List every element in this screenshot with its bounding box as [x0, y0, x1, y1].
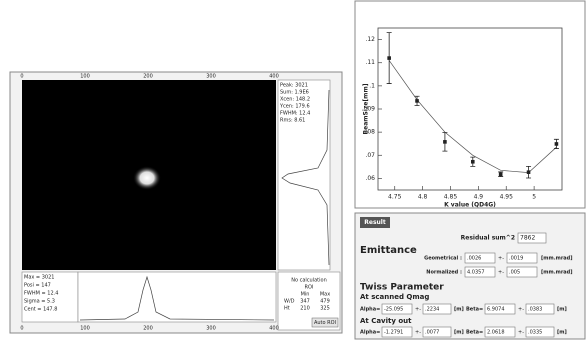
ruler-label: 400: [269, 326, 279, 332]
bottom-info: Max = 3021: [24, 275, 54, 281]
ruler-label: 300: [206, 326, 216, 332]
plus-minus: +-: [518, 307, 524, 313]
data-point: [387, 56, 391, 60]
x-axis-label: K value (QD4G): [444, 202, 496, 209]
roi-header: Min: [301, 292, 310, 298]
roi-cell: 347: [300, 299, 310, 305]
x-tick-label: 4.85: [444, 194, 458, 201]
chart-panel: [355, 1, 585, 208]
alpha-label: Alpha=: [360, 307, 380, 313]
roi-header: Max: [320, 292, 330, 298]
roi-cell: 325: [320, 306, 330, 312]
alpha-label: Alpha=: [360, 330, 380, 336]
y-axis-label: BeamSize[mm]: [363, 83, 370, 134]
ruler-label: 100: [80, 74, 90, 80]
unit: [m]: [557, 307, 567, 313]
plus-minus: +-: [518, 330, 524, 336]
ruler-label: 200: [143, 74, 153, 80]
unit: [mm.mrad]: [541, 270, 573, 276]
beta-error: .0335: [528, 330, 542, 336]
roi-cell: 479: [320, 299, 330, 305]
emittance-error: .005: [509, 270, 520, 276]
side-info: Ycen: 179.6: [279, 104, 310, 110]
y-tick-label: .07: [365, 152, 375, 159]
roi-cell: 210: [300, 306, 310, 312]
y-tick-label: .06: [365, 175, 375, 182]
y-tick-label: .11: [365, 59, 375, 66]
roi-title: ROI: [305, 285, 314, 291]
x-tick-label: 4.8: [418, 194, 428, 201]
x-tick-label: 4.9: [474, 194, 484, 201]
horizontal-profile: [78, 272, 276, 322]
alpha-error: .0077: [425, 330, 439, 336]
data-point: [499, 172, 503, 176]
beta-value: 2.0618: [487, 330, 505, 336]
ruler-label: 100: [80, 326, 90, 332]
side-info: FWHM: 12.4: [280, 111, 310, 117]
roi-cell: Ht: [284, 306, 290, 312]
alpha-error: .2234: [425, 307, 439, 313]
unit: [mm.mrad]: [541, 256, 573, 262]
residual-label: Residual sum^2: [461, 235, 515, 242]
plus-minus: +-: [498, 256, 504, 262]
result-tab-label[interactable]: Result: [364, 219, 386, 226]
beam-spot: [133, 166, 161, 190]
bottom-info: Posi = 147: [24, 283, 51, 289]
beta-error: .0383: [528, 307, 542, 313]
emittance-value: .0026: [467, 256, 481, 262]
scanned-title: At scanned Qmag: [360, 293, 429, 301]
alpha-value: -25.095: [384, 307, 403, 313]
data-point: [527, 170, 531, 174]
cavity-title: At Cavity out: [360, 317, 412, 325]
y-tick-label: .12: [365, 36, 375, 43]
unit: [m]: [557, 330, 567, 336]
page: 01002003004000100200300400Peak: 3021Sum:…: [0, 0, 587, 340]
emittance-value: 4.0357: [467, 270, 485, 276]
side-info: Peak: 3021: [280, 83, 308, 89]
auto-roi-label[interactable]: Auto ROI: [314, 320, 336, 326]
bottom-info: Sigma = 5.3: [24, 299, 55, 305]
x-tick-label: 4.75: [388, 194, 402, 201]
ruler-label: 0: [20, 326, 23, 332]
ruler-label: 200: [143, 326, 153, 332]
ruler-label: 300: [206, 74, 216, 80]
plus-minus: +-: [498, 270, 504, 276]
twiss-title: Twiss Parameter: [360, 283, 444, 293]
side-info: Rms: 8.61: [280, 118, 305, 124]
side-info: Sum: 1.9E6: [280, 90, 309, 96]
plus-minus: +-: [415, 330, 421, 336]
roi-status: No calculation: [291, 278, 327, 284]
emittance-label: Normalized :: [426, 270, 462, 276]
bottom-info: FWHM = 12.4: [24, 291, 58, 297]
alpha-value: -1.2791: [384, 330, 403, 336]
bottom-info: Cent = 147.8: [24, 307, 57, 313]
roi-cell: W/D: [284, 299, 295, 305]
data-point: [471, 160, 475, 164]
emittance-title: Emittance: [360, 245, 417, 256]
data-point: [415, 99, 419, 103]
beta-label: Beta=: [466, 307, 483, 313]
residual-value: 7862: [520, 235, 535, 242]
data-point: [555, 142, 559, 146]
emittance-error: .0019: [509, 256, 523, 262]
x-tick-label: 4.95: [500, 194, 514, 201]
unit: [m]: [454, 330, 464, 336]
ruler-label: 400: [269, 74, 279, 80]
emittance-label: Geometrical :: [424, 256, 462, 262]
data-point: [443, 140, 447, 144]
x-tick-label: 5: [532, 194, 536, 201]
y-tick-label: .1: [369, 82, 375, 89]
plus-minus: +-: [415, 307, 421, 313]
unit: [m]: [454, 307, 464, 313]
screen: 01002003004000100200300400Peak: 3021Sum:…: [0, 0, 587, 340]
side-info: Xcen: 148.2: [280, 97, 310, 103]
ruler-label: 0: [20, 74, 23, 80]
beta-value: 6.9074: [487, 307, 505, 313]
beta-label: Beta=: [466, 330, 483, 336]
